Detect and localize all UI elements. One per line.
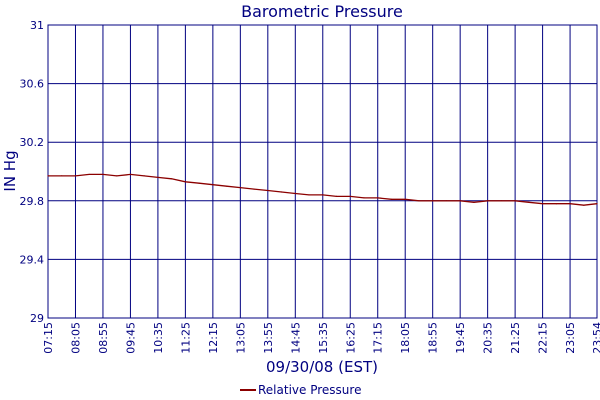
plot-frame [47, 24, 598, 319]
y-tick-labels: 29 29.4 29.8 30.2 30.6 31 [20, 19, 45, 325]
data-point-0-28 [432, 200, 434, 202]
data-point-0-18 [294, 192, 296, 195]
data-point-0-17 [280, 191, 283, 193]
data-point-0-15 [253, 188, 255, 190]
data-point-0-30 [459, 200, 461, 202]
y-tick-label-4: 30.6 [20, 78, 45, 91]
data-point-0-26 [404, 198, 406, 200]
data-point-0-39 [583, 204, 585, 206]
x-tick-label-15: 19:45 [454, 322, 467, 354]
data-point-0-25 [390, 198, 393, 200]
x-axis-label: 09/30/08 (EST) [266, 358, 378, 376]
y-tick-label-1: 29.4 [20, 253, 45, 266]
data-point-0-4 [102, 173, 104, 176]
data-point-0-7 [143, 175, 145, 177]
data-point-0-27 [418, 200, 420, 202]
series-group [47, 173, 598, 206]
x-tick-label-9: 14:45 [289, 322, 302, 354]
x-tick-label-4: 10:35 [152, 322, 165, 354]
data-point-0-34 [514, 200, 516, 202]
data-point-0-32 [487, 200, 489, 202]
data-point-0-2 [74, 175, 77, 177]
data-point-0-37 [555, 203, 557, 205]
x-tick-label-20: 23:54 [591, 322, 600, 354]
data-point-0-22 [349, 195, 351, 198]
x-tick-label-2: 08:55 [97, 322, 110, 354]
data-point-0-24 [377, 197, 379, 199]
data-point-0-23 [363, 197, 365, 199]
y-tick-label-0: 29 [30, 312, 44, 325]
x-tick-label-0: 07:15 [42, 322, 55, 354]
x-tick-label-19: 23:05 [564, 322, 577, 354]
chart-title: Barometric Pressure [241, 2, 403, 21]
x-tick-labels: 07:15 08:05 08:55 09:45 10:35 11:25 12:15 13:05… [42, 322, 600, 354]
data-point-0-35 [528, 201, 530, 203]
x-tick-label-12: 17:15 [372, 322, 385, 354]
x-tick-label-8: 13:55 [262, 322, 275, 354]
x-tick-label-14: 18:55 [427, 322, 440, 354]
x-tick-label-10: 15:35 [317, 322, 330, 354]
data-point-0-10 [184, 181, 186, 183]
data-point-0-5 [116, 175, 118, 177]
data-point-0-38 [569, 203, 571, 205]
data-point-0-8 [157, 176, 159, 178]
data-point-0-13 [226, 185, 228, 187]
data-point-0-29 [445, 200, 448, 202]
data-point-0-14 [239, 187, 241, 189]
data-point-0-36 [541, 203, 544, 205]
data-point-0-9 [171, 178, 173, 180]
data-point-0-21 [335, 195, 338, 198]
data-point-0-31 [473, 201, 475, 203]
x-tick-label-18: 22:15 [537, 322, 550, 354]
x-tick-label-5: 11:25 [179, 322, 192, 354]
data-point-0-6 [129, 173, 132, 176]
data-point-0-0 [47, 175, 49, 177]
data-point-0-11 [198, 182, 200, 184]
x-tick-label-1: 08:05 [69, 322, 82, 354]
grid-lines [47, 24, 598, 319]
x-tick-label-17: 21:25 [509, 322, 522, 354]
x-tick-label-16: 20:35 [482, 322, 495, 354]
x-tick-label-6: 12:15 [207, 322, 220, 354]
data-point-0-19 [308, 194, 310, 196]
data-point-0-12 [212, 184, 214, 186]
y-axis-label: IN Hg [1, 150, 19, 191]
y-tick-label-5: 31 [30, 19, 44, 32]
y-tick-label-2: 29.8 [20, 195, 45, 208]
data-point-0-1 [61, 175, 63, 177]
x-tick-label-7: 13:05 [234, 322, 247, 354]
x-tick-label-13: 18:05 [399, 322, 412, 354]
legend-label: Relative Pressure [258, 383, 361, 397]
data-point-0-20 [322, 194, 324, 196]
data-point-0-16 [267, 189, 269, 192]
x-tick-label-11: 16:25 [344, 322, 357, 354]
data-point-0-33 [500, 200, 502, 202]
y-tick-label-3: 30.2 [20, 136, 45, 149]
data-point-0-40 [596, 203, 598, 205]
x-tick-label-3: 09:45 [124, 322, 137, 354]
data-point-0-3 [88, 173, 90, 176]
